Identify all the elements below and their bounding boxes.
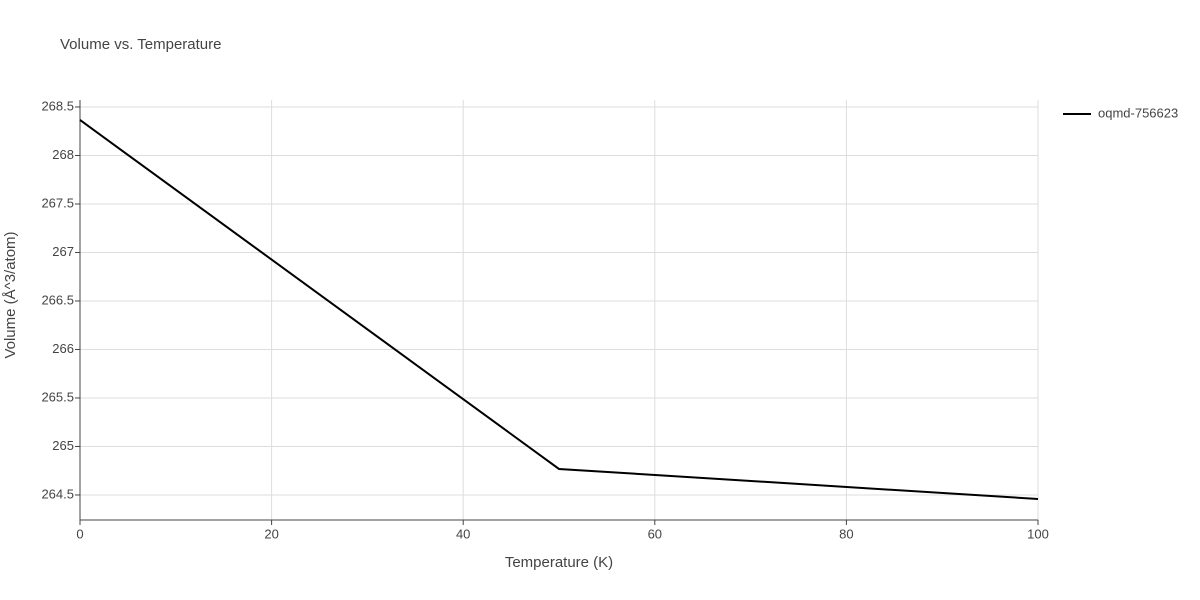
x-tick-label: 100 (1027, 526, 1049, 541)
y-tick-label: 264.5 (41, 486, 74, 501)
y-tick-label: 265.5 (41, 389, 74, 404)
x-tick-label: 40 (456, 526, 470, 541)
y-tick-label: 268 (52, 147, 74, 162)
y-tick-label: 266 (52, 341, 74, 356)
y-axis-title: Volume (Å^3/atom) (2, 231, 19, 358)
data-line (79, 119, 1039, 500)
x-tick-label: 20 (264, 526, 278, 541)
y-tick-label: 268.5 (41, 98, 74, 113)
y-tick-label: 267.5 (41, 195, 74, 210)
y-tick-label: 265 (52, 438, 74, 453)
x-tick-label: 80 (839, 526, 853, 541)
y-tick-label: 267 (52, 244, 74, 259)
x-tick-label: 60 (648, 526, 662, 541)
y-tick-label: 266.5 (41, 292, 74, 307)
chart-title: Volume vs. Temperature (60, 36, 221, 53)
legend-label: oqmd-756623 (1098, 105, 1178, 120)
x-tick-label: 0 (76, 526, 83, 541)
x-axis-title: Temperature (K) (505, 554, 613, 571)
